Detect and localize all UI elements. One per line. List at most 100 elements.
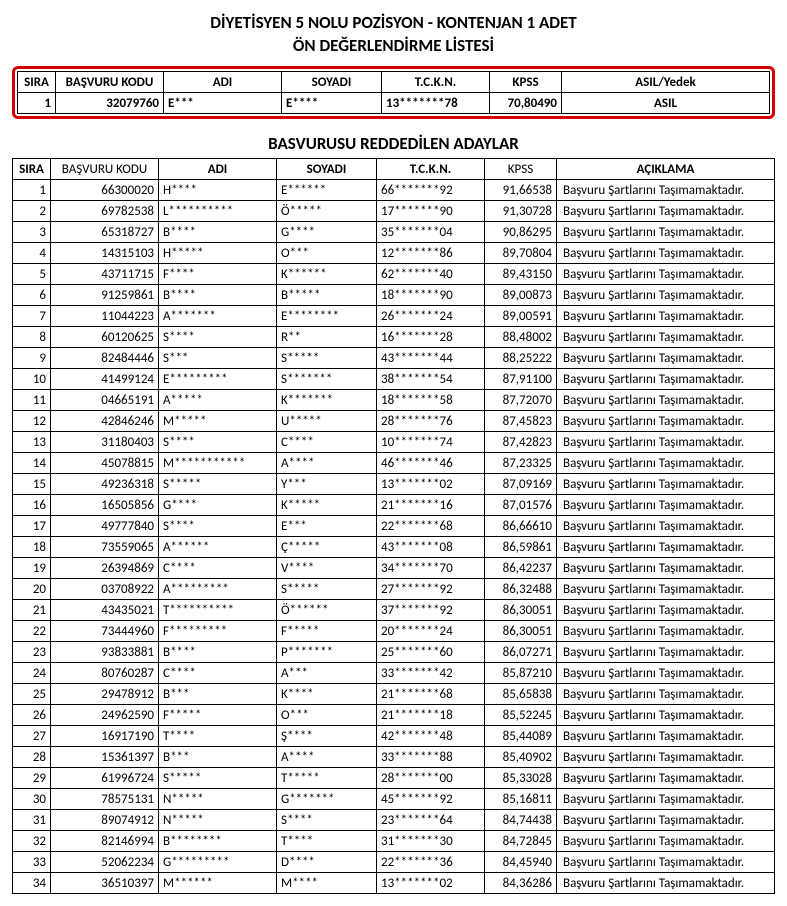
cell-kodu: 26394869 — [51, 558, 159, 579]
cell-soyadi: Ö***** — [277, 201, 377, 222]
table-row: 1549236318S*****Y***13*******0287,09169B… — [13, 474, 775, 495]
cell-kodu: 61996724 — [51, 768, 159, 789]
cell-sira: 17 — [13, 516, 51, 537]
cell-kodu: 41499124 — [51, 369, 159, 390]
cell-soyadi: V**** — [277, 558, 377, 579]
cell-adi: E********* — [159, 369, 277, 390]
rejected-table: SIRA BAŞVURU KODU ADI SOYADI T.C.K.N. KP… — [12, 158, 775, 894]
cell-sira: 20 — [13, 579, 51, 600]
table-row: 1749777840S****E***22*******6886,66610Ba… — [13, 516, 775, 537]
table-row: 2815361397B***A****33*******8885,40902Ba… — [13, 747, 775, 768]
cell-adi: S**** — [159, 516, 277, 537]
cell-soyadi: Ç***** — [277, 537, 377, 558]
cell-soyadi: Ş**** — [277, 726, 377, 747]
cell-soyadi: K****** — [277, 264, 377, 285]
table-row: 365318727B****G****35*******0490,86295Ba… — [13, 222, 775, 243]
cell-kpss: 89,43150 — [485, 264, 557, 285]
cell-sira: 1 — [13, 180, 51, 201]
cell-kpss: 89,00873 — [485, 285, 557, 306]
cell-adi: T********** — [159, 600, 277, 621]
table-row: 2529478912B***K****21*******6885,65838Ba… — [13, 684, 775, 705]
cell-sira: 11 — [13, 390, 51, 411]
cell-kpss: 85,33028 — [485, 768, 557, 789]
cell-sira: 24 — [13, 663, 51, 684]
cell-sira: 22 — [13, 621, 51, 642]
cell-adi: M***** — [159, 411, 277, 432]
cell-adi: M****** — [159, 873, 277, 894]
cell-kpss: 85,65838 — [485, 684, 557, 705]
cell-soyadi: D**** — [277, 852, 377, 873]
cell-soyadi: A*** — [277, 663, 377, 684]
cell-adi: C**** — [159, 558, 277, 579]
cell-son: Başvuru Şartlarını Taşımamaktadır. — [557, 327, 775, 348]
cell-son: Başvuru Şartlarını Taşımamaktadır. — [557, 726, 775, 747]
cell-tckn: 35*******04 — [377, 222, 485, 243]
cell-kpss: 70,80490 — [490, 93, 562, 114]
cell-kpss: 84,45940 — [485, 852, 557, 873]
cell-kpss: 85,52245 — [485, 705, 557, 726]
cell-kodu: 93833881 — [51, 642, 159, 663]
cell-son: Başvuru Şartlarını Taşımamaktadır. — [557, 873, 775, 894]
cell-kodu: 43435021 — [51, 600, 159, 621]
cell-soyadi: Y*** — [277, 474, 377, 495]
cell-sira: 33 — [13, 852, 51, 873]
cell-kpss: 87,45823 — [485, 411, 557, 432]
header-sira: SIRA — [13, 159, 51, 180]
cell-son: Başvuru Şartlarını Taşımamaktadır. — [557, 180, 775, 201]
cell-son: Başvuru Şartlarını Taşımamaktadır. — [557, 684, 775, 705]
cell-adi: S**** — [159, 327, 277, 348]
cell-kodu: 42846246 — [51, 411, 159, 432]
cell-tckn: 25*******60 — [377, 642, 485, 663]
cell-kodu: 73559065 — [51, 537, 159, 558]
cell-sira: 19 — [13, 558, 51, 579]
cell-sira: 7 — [13, 306, 51, 327]
cell-soyadi: R** — [277, 327, 377, 348]
cell-kpss: 91,66538 — [485, 180, 557, 201]
cell-kpss: 87,42823 — [485, 432, 557, 453]
table-row: 2716917190T****Ş****42*******4885,44089B… — [13, 726, 775, 747]
table-row: 1616505856G****K*****21*******1687,01576… — [13, 495, 775, 516]
cell-adi: S**** — [159, 432, 277, 453]
cell-tckn: 33*******88 — [377, 747, 485, 768]
table-row: 1873559065A******Ç*****43*******0886,598… — [13, 537, 775, 558]
cell-soyadi: E**** — [282, 93, 382, 114]
cell-adi: T**** — [159, 726, 277, 747]
cell-kpss: 89,00591 — [485, 306, 557, 327]
cell-tckn: 62*******40 — [377, 264, 485, 285]
cell-soyadi: G**** — [277, 222, 377, 243]
cell-kpss: 84,72845 — [485, 831, 557, 852]
table-row: 2003708922A*********S*****27*******9286,… — [13, 579, 775, 600]
table-row: 3189074912N*****S****23*******6484,74438… — [13, 810, 775, 831]
cell-kodu: 16505856 — [51, 495, 159, 516]
cell-sira: 18 — [13, 537, 51, 558]
cell-adi: H**** — [159, 180, 277, 201]
cell-kpss: 91,30728 — [485, 201, 557, 222]
cell-sira: 13 — [13, 432, 51, 453]
cell-son: Başvuru Şartlarını Taşımamaktadır. — [557, 495, 775, 516]
cell-sira: 3 — [13, 222, 51, 243]
cell-soyadi: U***** — [277, 411, 377, 432]
cell-tckn: 66*******92 — [377, 180, 485, 201]
cell-kpss: 86,59861 — [485, 537, 557, 558]
cell-tckn: 22*******68 — [377, 516, 485, 537]
table-header-row: SIRA BAŞVURU KODU ADI SOYADI T.C.K.N. KP… — [18, 72, 770, 93]
cell-kodu: 49777840 — [51, 516, 159, 537]
cell-soyadi: S***** — [277, 579, 377, 600]
cell-son: Başvuru Şartlarını Taşımamaktadır. — [557, 243, 775, 264]
cell-adi: B*** — [159, 747, 277, 768]
rejected-section-title: BASVURUSU REDDEDİLEN ADAYLAR — [12, 133, 775, 154]
cell-sira: 26 — [13, 705, 51, 726]
cell-tckn: 13*******78 — [382, 93, 490, 114]
cell-sira: 2 — [13, 201, 51, 222]
cell-soyadi: T***** — [277, 768, 377, 789]
cell-sira: 9 — [13, 348, 51, 369]
cell-sira: 23 — [13, 642, 51, 663]
header-sira: SIRA — [18, 72, 56, 93]
header-kpss: KPSS — [485, 159, 557, 180]
table-row: 860120625S****R**16*******2888,48002Başv… — [13, 327, 775, 348]
cell-kpss: 86,30051 — [485, 600, 557, 621]
table-row: 982484446S***S*****43*******4488,25222Ba… — [13, 348, 775, 369]
table-row: 2393833881B****P*******25*******6086,072… — [13, 642, 775, 663]
cell-son: Başvuru Şartlarını Taşımamaktadır. — [557, 264, 775, 285]
cell-adi: F***** — [159, 705, 277, 726]
